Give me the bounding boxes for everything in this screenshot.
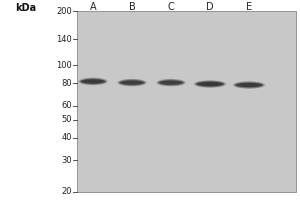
Text: B: B (129, 2, 135, 12)
Text: 100: 100 (56, 61, 72, 70)
Ellipse shape (118, 79, 146, 86)
Ellipse shape (198, 81, 222, 87)
Text: 20: 20 (61, 188, 72, 196)
Ellipse shape (117, 79, 147, 86)
Text: 140: 140 (56, 35, 72, 44)
Ellipse shape (79, 78, 107, 85)
Ellipse shape (119, 81, 145, 85)
Ellipse shape (156, 79, 186, 86)
Ellipse shape (194, 80, 226, 88)
Ellipse shape (120, 80, 144, 86)
Ellipse shape (197, 81, 223, 87)
Ellipse shape (233, 81, 265, 89)
Ellipse shape (234, 82, 264, 88)
Ellipse shape (83, 79, 103, 84)
Ellipse shape (80, 79, 106, 84)
Text: C: C (168, 2, 174, 12)
Ellipse shape (82, 79, 103, 84)
Text: 60: 60 (61, 101, 72, 110)
Text: 200: 200 (56, 6, 72, 16)
Ellipse shape (194, 80, 226, 88)
Ellipse shape (157, 79, 185, 86)
Text: 30: 30 (61, 156, 72, 165)
Ellipse shape (78, 78, 108, 85)
Text: E: E (246, 2, 252, 12)
Text: D: D (206, 2, 214, 12)
Text: 40: 40 (61, 133, 72, 142)
Ellipse shape (199, 81, 221, 87)
Ellipse shape (118, 79, 146, 86)
Ellipse shape (238, 82, 260, 88)
Ellipse shape (199, 82, 221, 86)
Ellipse shape (159, 80, 183, 86)
Ellipse shape (237, 82, 261, 88)
Ellipse shape (195, 81, 225, 87)
Ellipse shape (160, 80, 182, 85)
Text: 80: 80 (61, 79, 72, 88)
Ellipse shape (122, 80, 142, 85)
Ellipse shape (196, 82, 224, 86)
Ellipse shape (232, 81, 266, 89)
Text: kDa: kDa (15, 3, 36, 13)
Ellipse shape (238, 83, 260, 87)
Ellipse shape (158, 79, 184, 86)
Ellipse shape (235, 82, 263, 88)
Ellipse shape (196, 81, 224, 87)
Ellipse shape (160, 80, 182, 85)
Ellipse shape (80, 78, 106, 85)
Text: A: A (90, 2, 96, 12)
Ellipse shape (82, 79, 104, 84)
Ellipse shape (119, 79, 145, 86)
Ellipse shape (236, 82, 262, 88)
Ellipse shape (158, 81, 184, 85)
Ellipse shape (121, 80, 143, 85)
Ellipse shape (235, 83, 263, 87)
Ellipse shape (80, 78, 106, 85)
Ellipse shape (81, 78, 105, 84)
Ellipse shape (158, 79, 184, 86)
Text: 50: 50 (61, 115, 72, 124)
